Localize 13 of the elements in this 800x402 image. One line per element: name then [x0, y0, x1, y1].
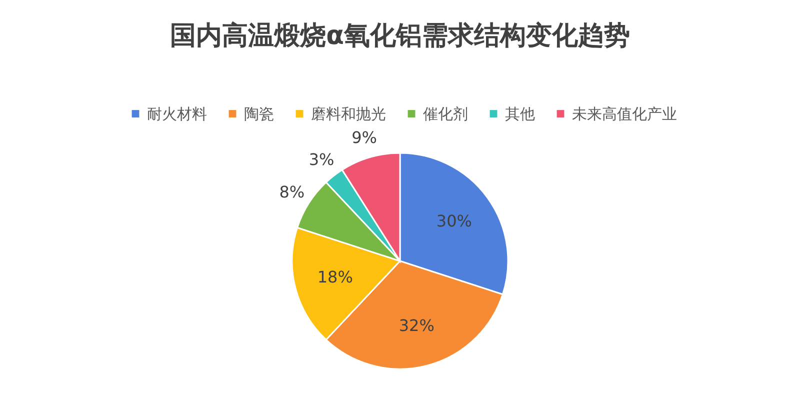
- data-label: 32%: [398, 316, 434, 335]
- data-label: 9%: [352, 128, 377, 148]
- data-label: 3%: [308, 150, 334, 169]
- legend-label: 陶瓷: [244, 104, 274, 123]
- data-label: 30%: [436, 212, 472, 231]
- legend-label: 耐火材料: [147, 104, 207, 123]
- chart-title: 国内高温煅烧α氧化铝需求结构变化趋势: [170, 21, 630, 51]
- legend-label: 磨料和抛光: [311, 104, 386, 123]
- data-label: 18%: [317, 268, 353, 287]
- data-label: 8%: [279, 182, 305, 202]
- legend-label: 催化剂: [423, 104, 468, 123]
- legend-label: 未来高值化产业: [572, 104, 677, 123]
- legend-label: 其他: [505, 104, 535, 123]
